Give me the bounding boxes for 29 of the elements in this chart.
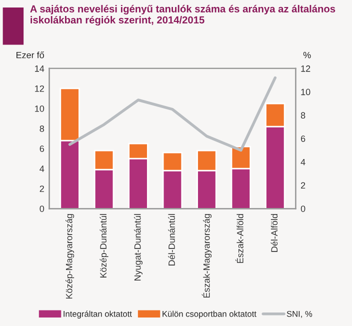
y-axis-title: Ezer fő: [16, 52, 44, 58]
y2-tick-label: 6: [301, 136, 306, 142]
x-tick-label: Közép-Magyarország: [66, 214, 74, 299]
x-tick-label: Észak-Magyarország: [202, 214, 212, 298]
x-tick-label: Dél-Dunántúl: [168, 214, 175, 266]
legend-label: Külön csoportban oktatott: [162, 310, 256, 318]
x-tick-label: Nyugat-Dunántúl: [134, 214, 143, 281]
y2-axis-title: %: [303, 52, 311, 58]
y-tick-label: 4: [40, 166, 44, 172]
legend-label: SNI, %: [286, 310, 312, 318]
x-tick-label: Észak-Alföld: [235, 214, 244, 263]
y2-tick-label: 12: [301, 65, 310, 72]
y2-tick-label: 8: [300, 112, 306, 119]
y2-tick-label: 0: [300, 206, 306, 212]
y-tick-label: 8: [40, 126, 44, 132]
x-tick-label: Dél-Alföld: [270, 214, 278, 252]
y-tick-label: 14: [35, 66, 44, 72]
y-tick-label: 10: [35, 105, 44, 112]
legend-label: Integráltan oktatott: [64, 310, 132, 318]
y-tick-label: 6: [40, 146, 44, 152]
x-tick-label: Közép-Dunántúl: [100, 214, 108, 278]
y2-tick-label: 10: [301, 88, 310, 96]
y2-tick-label: 2: [300, 182, 306, 189]
chart-title: A sajátos nevelési igényű tanulók száma és aránya az általános iskolákban régiók szerint, 2014/2015: [30, 4, 336, 26]
y-tick-label: 12: [35, 85, 44, 92]
y-tick-label: 2: [40, 186, 44, 192]
y2-tick-label: 4: [300, 158, 306, 166]
line-series: [68, 76, 277, 152]
y-tick-label: 0: [40, 206, 44, 212]
